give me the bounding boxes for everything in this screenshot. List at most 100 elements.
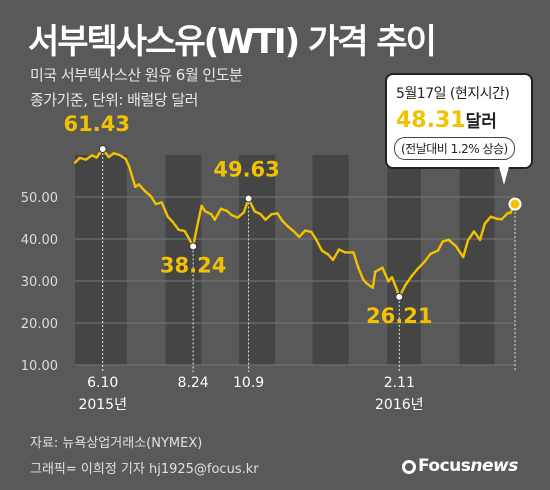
price-point-3 — [90, 154, 94, 157]
price-point-41 — [293, 230, 296, 234]
latest-price-callout: 5월17일 (현지시간) 48.31달러 (전날대비 1.2% 상승) — [385, 73, 533, 169]
chart-unit-note: 종가기준, 단위: 배럴당 달러 — [30, 91, 198, 109]
price-point-24 — [200, 204, 203, 208]
price-point-2 — [84, 158, 88, 161]
price-point-15 — [154, 202, 157, 206]
price-point-47 — [326, 253, 330, 256]
price-point-40 — [287, 225, 290, 229]
price-point-55 — [371, 286, 374, 289]
price-point-53 — [361, 278, 365, 281]
price-point-72 — [466, 239, 470, 242]
price-point-6 — [107, 155, 110, 159]
x-year-label-3: 2016년 — [375, 397, 424, 413]
price-point-51 — [352, 251, 355, 254]
x-tick-label-3: 2.11 — [384, 375, 415, 391]
price-point-52 — [357, 266, 360, 269]
chart-title: 서부텍사스유(WTI) 가격 추이 — [28, 22, 437, 62]
annotation-marker-1 — [189, 242, 198, 251]
price-point-50 — [343, 251, 347, 254]
price-point-46 — [320, 249, 324, 252]
annotation-marker-0 — [98, 144, 107, 153]
price-point-65 — [423, 260, 426, 263]
latest-point-marker — [508, 197, 522, 211]
price-point-19 — [177, 228, 180, 231]
callout-unit: 달러 — [465, 112, 497, 132]
graphic-credit: 그래픽= 이희정 기자 hj1925@focus.kr — [30, 462, 259, 477]
focusnews-logo: Focusnews — [402, 456, 518, 476]
month-band-2 — [238, 155, 276, 365]
price-point-4 — [95, 156, 98, 159]
price-point-68 — [441, 240, 444, 243]
price-point-10 — [128, 165, 131, 168]
source-note: 자료: 뉴욕상업거래소(NYMEX) — [30, 436, 203, 451]
value-label-2: 49.63 — [213, 158, 279, 182]
price-point-74 — [478, 238, 482, 242]
price-point-63 — [411, 273, 414, 277]
price-point-79 — [506, 211, 509, 215]
price-point-0 — [73, 161, 77, 164]
price-point-70 — [454, 244, 458, 248]
price-point-30 — [230, 213, 233, 217]
price-point-16 — [160, 201, 163, 204]
price-point-67 — [436, 249, 440, 252]
callout-price: 48.31달러 — [396, 107, 497, 133]
price-point-59 — [390, 276, 394, 279]
price-point-20 — [183, 229, 186, 233]
price-line — [74, 147, 517, 299]
price-point-44 — [310, 230, 313, 234]
callout-value: 48.31 — [396, 108, 466, 133]
month-band-1 — [165, 155, 202, 365]
price-point-12 — [137, 183, 141, 186]
price-point-38 — [276, 212, 279, 215]
month-band-3 — [312, 155, 349, 365]
price-point-62 — [404, 284, 407, 287]
y-tick-label-1: 20.00 — [21, 317, 58, 332]
price-point-71 — [461, 255, 465, 259]
chart-subtitle: 미국 서부텍사스산 원유 6월 인도분 — [30, 66, 243, 84]
price-point-32 — [242, 211, 245, 214]
month-band-4 — [387, 155, 421, 365]
price-point-56 — [373, 270, 377, 273]
price-point-37 — [270, 213, 273, 216]
price-point-58 — [387, 280, 390, 283]
price-point-69 — [447, 238, 450, 242]
price-point-31 — [236, 216, 239, 219]
y-tick-label-2: 30.00 — [21, 275, 58, 290]
value-label-1: 38.24 — [160, 253, 226, 277]
annotation-marker-3 — [395, 292, 404, 301]
price-point-8 — [118, 153, 121, 157]
price-point-39 — [281, 219, 284, 223]
annotation-marker-2 — [244, 194, 253, 203]
y-tick-label-4: 50.00 — [21, 191, 58, 206]
price-point-35 — [259, 213, 262, 216]
price-point-1 — [78, 156, 82, 160]
price-point-80 — [508, 211, 512, 215]
callout-pointer — [498, 163, 510, 185]
price-point-28 — [219, 207, 223, 210]
price-point-76 — [489, 215, 493, 218]
price-point-25 — [203, 210, 207, 213]
price-point-57 — [381, 266, 384, 269]
value-label-0: 61.43 — [64, 112, 130, 136]
callout-date: 5월17일 (현지시간) — [396, 86, 510, 102]
price-point-21 — [187, 236, 190, 239]
x-tick-label-0: 6.10 — [87, 375, 118, 391]
value-label-3: 26.21 — [366, 304, 432, 328]
price-point-27 — [213, 218, 217, 221]
price-point-26 — [210, 213, 213, 216]
price-point-77 — [495, 217, 499, 221]
price-point-73 — [472, 230, 476, 233]
price-point-17 — [166, 215, 170, 218]
price-point-14 — [149, 194, 153, 198]
y-tick-label-3: 40.00 — [21, 233, 58, 248]
price-point-75 — [483, 222, 487, 225]
x-tick-label-2: 10.9 — [233, 375, 264, 391]
price-point-7 — [112, 152, 115, 155]
month-band-5 — [459, 155, 495, 365]
price-point-11 — [134, 185, 137, 189]
price-point-64 — [416, 268, 419, 271]
price-point-42 — [298, 235, 301, 239]
price-point-78 — [500, 218, 503, 221]
callout-change: (전날대비 1.2% 상승) — [394, 137, 515, 160]
